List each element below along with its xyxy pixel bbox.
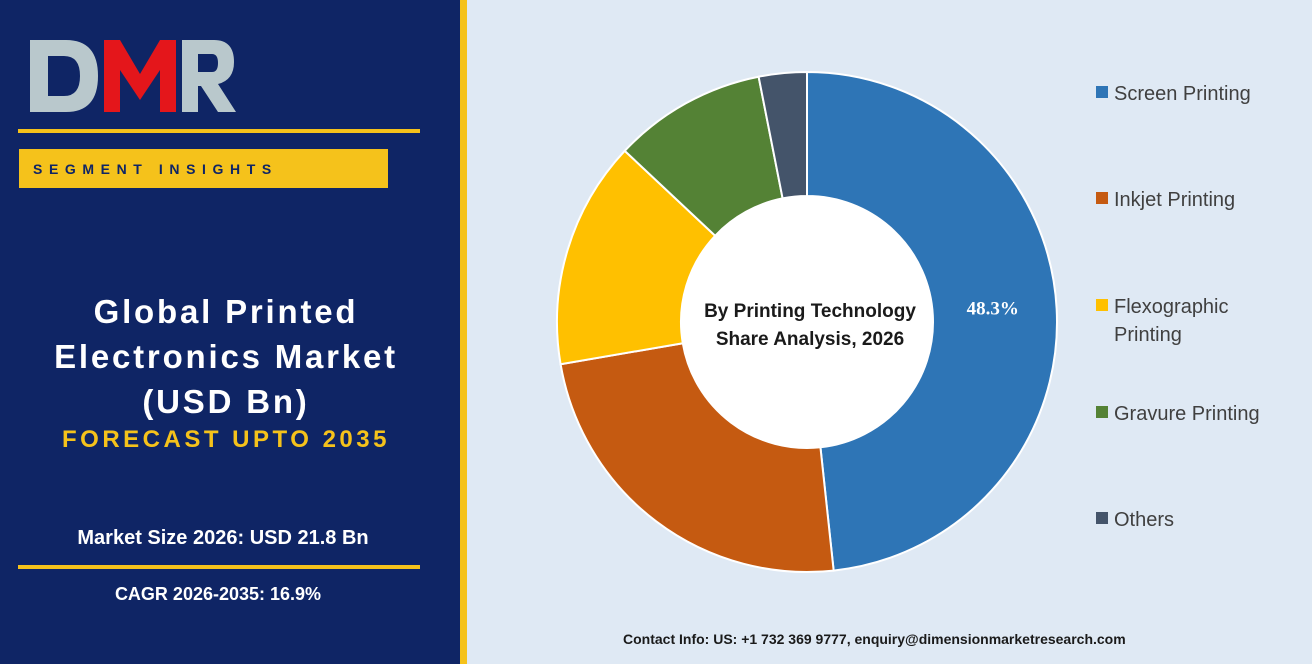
forecast-label: FORECAST UPTO 2035 [62, 426, 390, 453]
divider-rule [18, 565, 420, 569]
legend-item: Screen Printing [1096, 80, 1251, 108]
chart-center-title-line: By Printing Technology [704, 301, 916, 322]
legend-swatch [1096, 86, 1108, 98]
legend-item: Others [1096, 506, 1174, 534]
data-label: 48.3% [967, 298, 1019, 319]
segment-insights-label: SEGMENT INSIGHTS [33, 160, 278, 177]
title-line: Electronics Market [54, 338, 398, 375]
legend-label: Screen Printing [1114, 83, 1251, 105]
legend-swatch [1096, 192, 1108, 204]
legend-label: Others [1114, 509, 1175, 531]
report-title: Global Printed Electronics Market (USD B… [0, 289, 452, 424]
title-line: Global Printed [93, 293, 359, 330]
legend-label: Gravure Printing [1114, 403, 1260, 425]
chart-center-title-line: Share Analysis, 2026 [716, 329, 904, 350]
contact-info: Contact Info: US: +1 732 369 9777, enqui… [623, 631, 1126, 647]
divider-rule [18, 129, 420, 133]
dmr-logo [30, 40, 236, 112]
legend-item: Inkjet Printing [1096, 186, 1235, 214]
segment-insights-badge: SEGMENT INSIGHTS [19, 149, 388, 188]
cagr-text: CAGR 2026-2035: 16.9% [114, 584, 322, 604]
gold-divider [460, 0, 467, 664]
legend-label: Flexographic Printing [1114, 296, 1229, 346]
legend-swatch [1096, 299, 1108, 311]
title-line: (USD Bn) [142, 383, 310, 420]
legend-swatch [1096, 512, 1108, 524]
legend-swatch [1096, 406, 1108, 418]
legend-label: Inkjet Printing [1114, 189, 1236, 211]
market-size-text: Market Size 2026: USD 21.8 Bn [77, 527, 369, 549]
donut-hole [681, 196, 933, 448]
legend-item: Gravure Printing [1096, 400, 1260, 428]
legend-item: Flexographic Printing [1096, 293, 1229, 349]
